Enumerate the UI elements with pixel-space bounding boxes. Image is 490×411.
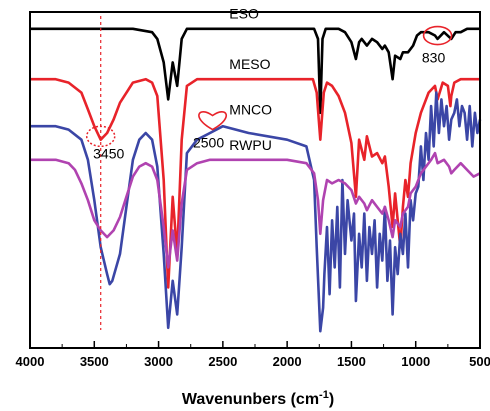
annotation-shape-830: [422, 25, 453, 46]
annotation-label-830: 830: [422, 50, 446, 66]
x-tick-label-3500: 3500: [80, 354, 109, 369]
series-label-mnco: MNCO: [229, 101, 272, 117]
series-layer: [30, 27, 482, 333]
x-axis-title-main: Wavenunbers (cm: [182, 391, 319, 408]
x-tick-label-1000: 1000: [401, 354, 430, 369]
series-line-eso: [30, 27, 480, 115]
axis-layer: 4000 3500 3000 2500 2000 1500 1000 500: [16, 11, 490, 369]
label-layer: ESO MESO MNCO RWPU 3450 2500 830: [93, 6, 445, 162]
x-tick-label-4000: 4000: [16, 354, 45, 369]
x-axis-title-superscript: -1: [319, 389, 329, 401]
annotation-shape-2500: [198, 111, 227, 131]
series-label-meso: MESO: [229, 56, 270, 72]
series-label-rwpu: RWPU: [229, 137, 272, 153]
x-tick-label-500: 500: [469, 354, 490, 369]
x-tick-label-1500: 1500: [337, 354, 366, 369]
x-axis-title-close: ): [329, 391, 334, 408]
x-tick-label-2000: 2000: [273, 354, 302, 369]
annotation-label-2500: 2500: [193, 135, 224, 151]
series-line-mnco: [30, 91, 482, 333]
x-axis-title: Wavenunbers (cm-1): [182, 389, 334, 408]
annotation-layer: [85, 16, 453, 330]
series-line-rwpu: [30, 151, 481, 269]
x-tick-label-3000: 3000: [144, 354, 173, 369]
x-tick-label-2500: 2500: [208, 354, 237, 369]
series-label-eso: ESO: [229, 6, 259, 22]
annotation-label-3450: 3450: [93, 145, 124, 161]
series-line-meso: [30, 77, 480, 289]
